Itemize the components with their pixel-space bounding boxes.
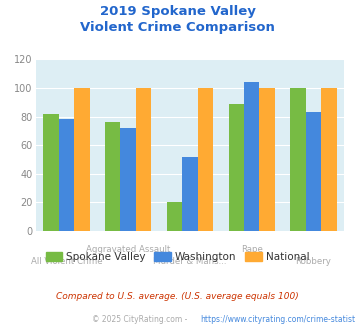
- Text: Murder & Mans...: Murder & Mans...: [153, 257, 227, 266]
- Text: Aggravated Assault: Aggravated Assault: [86, 245, 170, 254]
- Bar: [167, 202, 182, 231]
- Bar: [244, 82, 260, 231]
- Text: 2019 Spokane Valley: 2019 Spokane Valley: [99, 5, 256, 18]
- Bar: [182, 157, 198, 231]
- Bar: [198, 88, 213, 231]
- Text: Robbery: Robbery: [295, 257, 332, 266]
- Bar: [105, 122, 120, 231]
- Text: https://www.cityrating.com/crime-statistics/: https://www.cityrating.com/crime-statist…: [201, 315, 355, 324]
- Bar: [43, 114, 59, 231]
- Bar: [229, 104, 244, 231]
- Text: Violent Crime Comparison: Violent Crime Comparison: [80, 21, 275, 34]
- Text: Compared to U.S. average. (U.S. average equals 100): Compared to U.S. average. (U.S. average …: [56, 292, 299, 301]
- Bar: [321, 88, 337, 231]
- Text: All Violent Crime: All Violent Crime: [31, 257, 102, 266]
- Text: © 2025 CityRating.com -: © 2025 CityRating.com -: [92, 315, 190, 324]
- Bar: [74, 88, 89, 231]
- Bar: [260, 88, 275, 231]
- Text: Rape: Rape: [241, 245, 263, 254]
- Bar: [290, 88, 306, 231]
- Legend: Spokane Valley, Washington, National: Spokane Valley, Washington, National: [42, 248, 313, 266]
- Bar: [306, 112, 321, 231]
- Bar: [136, 88, 151, 231]
- Bar: [120, 128, 136, 231]
- Bar: [59, 119, 74, 231]
